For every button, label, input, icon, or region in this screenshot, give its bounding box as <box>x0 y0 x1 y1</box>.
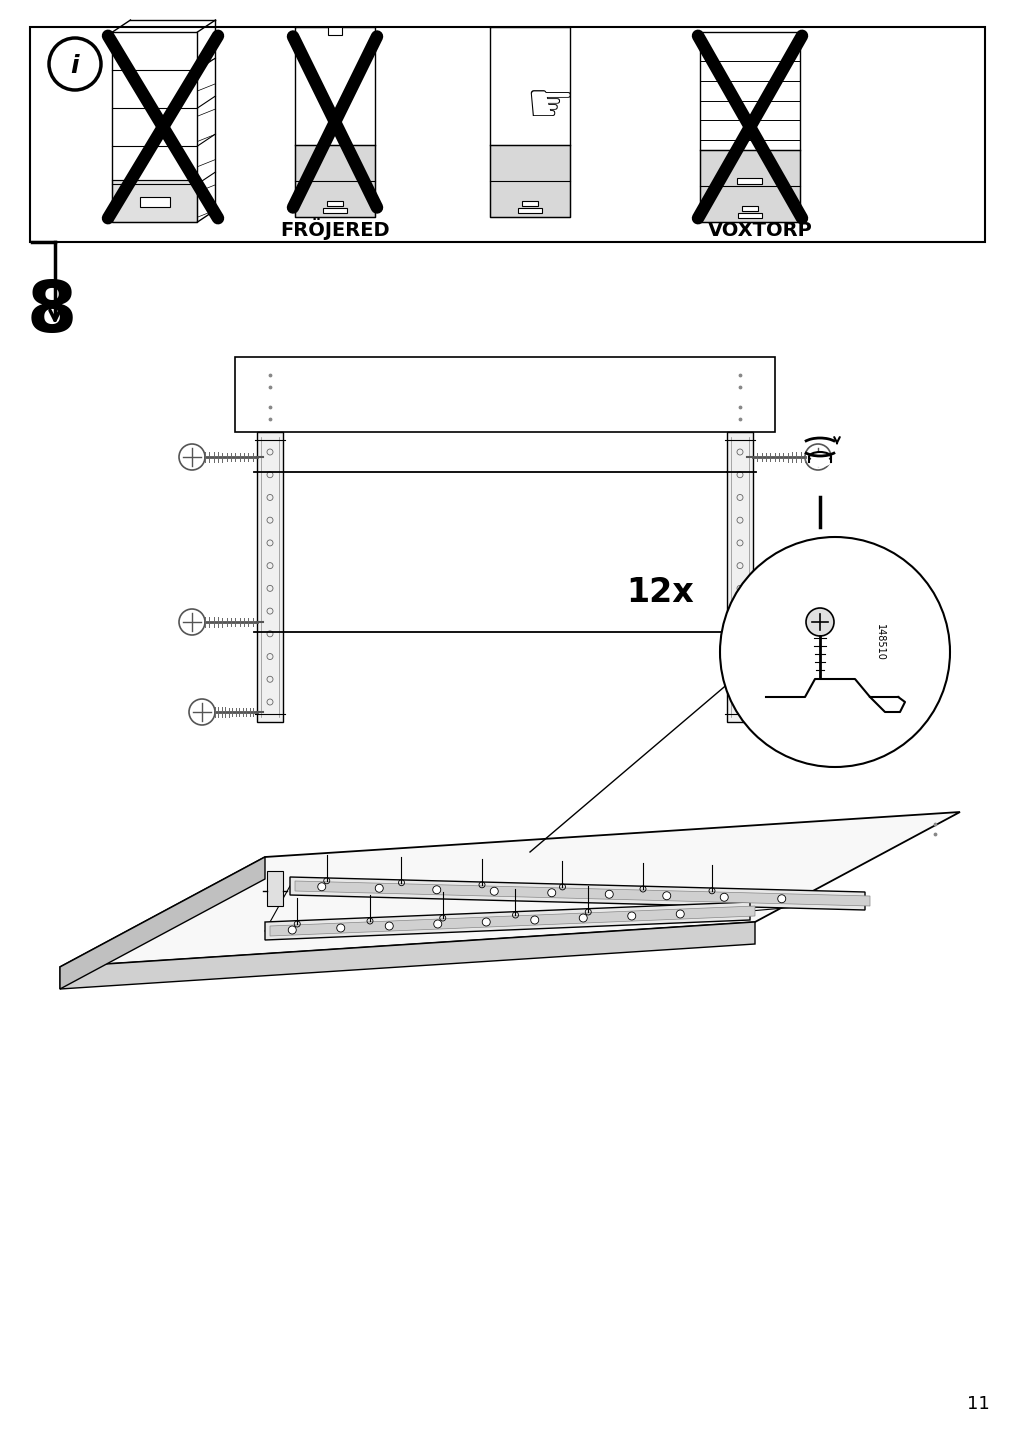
Circle shape <box>719 537 949 768</box>
Bar <box>295 145 375 218</box>
Circle shape <box>777 895 785 902</box>
Circle shape <box>375 884 383 892</box>
Circle shape <box>805 609 833 636</box>
Circle shape <box>804 609 830 634</box>
Bar <box>522 200 538 206</box>
Bar <box>140 198 170 208</box>
Circle shape <box>605 891 613 898</box>
Text: 11: 11 <box>966 1395 989 1413</box>
Polygon shape <box>265 902 749 939</box>
Circle shape <box>288 927 296 934</box>
Circle shape <box>482 918 489 927</box>
Circle shape <box>627 912 635 919</box>
Text: FRÖJERED: FRÖJERED <box>280 218 389 241</box>
Circle shape <box>433 886 441 894</box>
Circle shape <box>489 888 497 895</box>
Bar <box>741 206 757 211</box>
Circle shape <box>179 444 205 470</box>
Bar <box>737 213 761 218</box>
Text: 148510: 148510 <box>875 623 885 660</box>
Text: 8: 8 <box>27 278 77 347</box>
Circle shape <box>337 924 345 932</box>
Polygon shape <box>60 812 959 967</box>
Circle shape <box>385 922 393 929</box>
Bar <box>518 208 542 213</box>
Circle shape <box>720 894 728 901</box>
Bar <box>737 178 761 183</box>
Circle shape <box>547 889 555 896</box>
Circle shape <box>675 909 683 918</box>
Bar <box>112 180 197 222</box>
Text: 12x: 12x <box>626 576 694 609</box>
Circle shape <box>662 892 670 899</box>
Bar <box>328 27 342 34</box>
Polygon shape <box>270 906 754 937</box>
Circle shape <box>317 882 326 891</box>
Bar <box>327 200 343 206</box>
Ellipse shape <box>808 457 830 467</box>
Bar <box>267 871 283 906</box>
Circle shape <box>179 609 205 634</box>
Bar <box>257 432 283 722</box>
Circle shape <box>530 916 538 924</box>
Ellipse shape <box>808 453 830 463</box>
Bar <box>30 27 984 242</box>
Circle shape <box>804 444 830 470</box>
Bar <box>726 432 752 722</box>
Circle shape <box>578 914 586 922</box>
Polygon shape <box>295 881 869 906</box>
Text: VOXTORP: VOXTORP <box>707 221 812 241</box>
Polygon shape <box>290 876 864 909</box>
Polygon shape <box>60 856 265 990</box>
Bar <box>700 150 800 222</box>
Text: i: i <box>71 54 79 77</box>
Circle shape <box>434 919 442 928</box>
Bar <box>235 357 774 432</box>
Polygon shape <box>60 922 754 990</box>
Bar <box>489 145 569 218</box>
Circle shape <box>795 699 820 725</box>
Text: ☞: ☞ <box>525 80 574 135</box>
Circle shape <box>189 699 214 725</box>
Bar <box>323 208 347 213</box>
Circle shape <box>49 39 101 90</box>
